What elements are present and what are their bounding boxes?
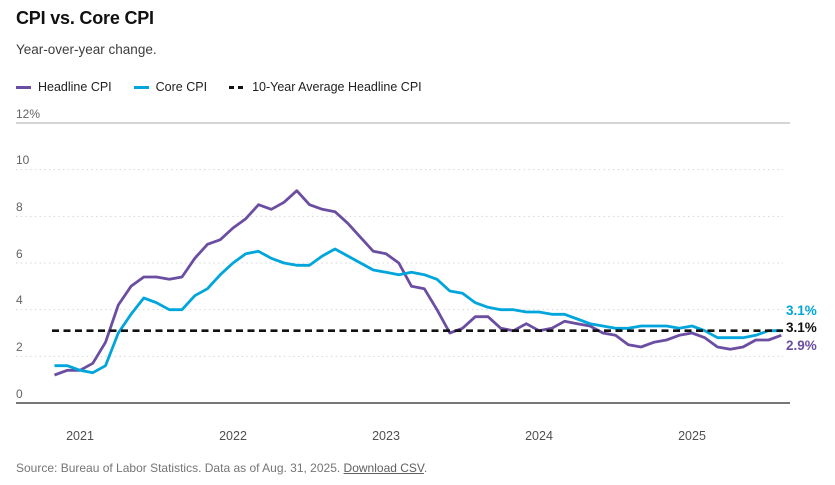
source-period: . [423, 461, 428, 475]
legend-item-10yr-average: 10-Year Average Headline CPI [229, 80, 422, 94]
download-csv-link[interactable]: Download CSV [343, 461, 424, 475]
source-text: Source: Bureau of Labor Statistics. Data… [16, 461, 344, 475]
chart-legend: Headline CPI Core CPI 10-Year Average He… [16, 80, 422, 94]
x-tick-2025: 2025 [678, 429, 706, 443]
headline-cpi-line [54, 189, 782, 377]
y-tick-12: 12% [16, 107, 41, 121]
y-tick-0: 0 [16, 387, 23, 401]
y-tick-4: 4 [16, 293, 23, 307]
x-tick-2021: 2021 [66, 429, 94, 443]
core-cpi-line-swatch [133, 85, 149, 89]
y-tick-8: 8 [16, 200, 23, 214]
headline-cpi-end-value-label: 2.9% [786, 338, 817, 353]
x-tick-2022: 2022 [219, 429, 247, 443]
y-tick-10: 10 [16, 153, 30, 167]
dashed-line-swatch [229, 85, 246, 89]
legend-label-10yr-average: 10-Year Average Headline CPI [252, 80, 422, 94]
legend-label-core-cpi: Core CPI [155, 80, 208, 94]
x-tick-2024: 2024 [525, 429, 553, 443]
source-note: Source: Bureau of Labor Statistics. Data… [16, 461, 427, 475]
y-tick-2: 2 [16, 340, 23, 354]
legend-item-headline-cpi: Headline CPI [16, 80, 112, 94]
page-title: CPI vs. Core CPI [16, 8, 154, 28]
avg-cpi-end-value-label: 3.1% [786, 320, 817, 335]
headline-cpi-line-swatch [16, 85, 31, 89]
chart-subtitle: Year-over-year change. [16, 42, 157, 57]
legend-item-core-cpi: Core CPI [133, 80, 208, 94]
core-cpi-line [54, 247, 782, 375]
y-tick-6: 6 [16, 247, 23, 261]
legend-label-headline-cpi: Headline CPI [38, 80, 112, 94]
x-tick-2023: 2023 [372, 429, 400, 443]
core-cpi-end-value-label: 3.1% [786, 303, 817, 318]
